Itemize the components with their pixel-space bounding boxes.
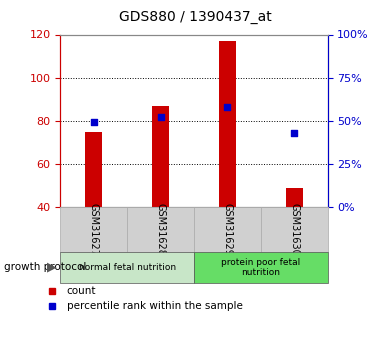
Text: GSM31629: GSM31629	[222, 203, 232, 256]
Bar	[152, 106, 169, 207]
Text: GSM31627: GSM31627	[89, 203, 99, 256]
Point	[158, 115, 164, 120]
Point	[91, 120, 97, 125]
Text: GSM31630: GSM31630	[289, 203, 299, 256]
Text: normal fetal nutrition: normal fetal nutrition	[79, 263, 176, 272]
Text: protein poor fetal
nutrition: protein poor fetal nutrition	[221, 258, 300, 277]
Point	[224, 104, 230, 110]
Bar	[60, 252, 194, 283]
Bar	[194, 252, 328, 283]
Text: count: count	[67, 286, 96, 296]
Point	[291, 130, 297, 136]
Text: percentile rank within the sample: percentile rank within the sample	[67, 301, 243, 311]
Bar	[219, 41, 236, 207]
Text: GSM31628: GSM31628	[156, 203, 166, 256]
Text: GDS880 / 1390437_at: GDS880 / 1390437_at	[119, 10, 271, 24]
Text: ▶: ▶	[47, 261, 57, 274]
Bar	[261, 207, 328, 252]
Text: growth protocol: growth protocol	[4, 263, 86, 272]
Bar	[60, 207, 127, 252]
Bar	[194, 207, 261, 252]
Bar	[127, 207, 194, 252]
Bar	[85, 131, 102, 207]
Bar	[286, 188, 303, 207]
